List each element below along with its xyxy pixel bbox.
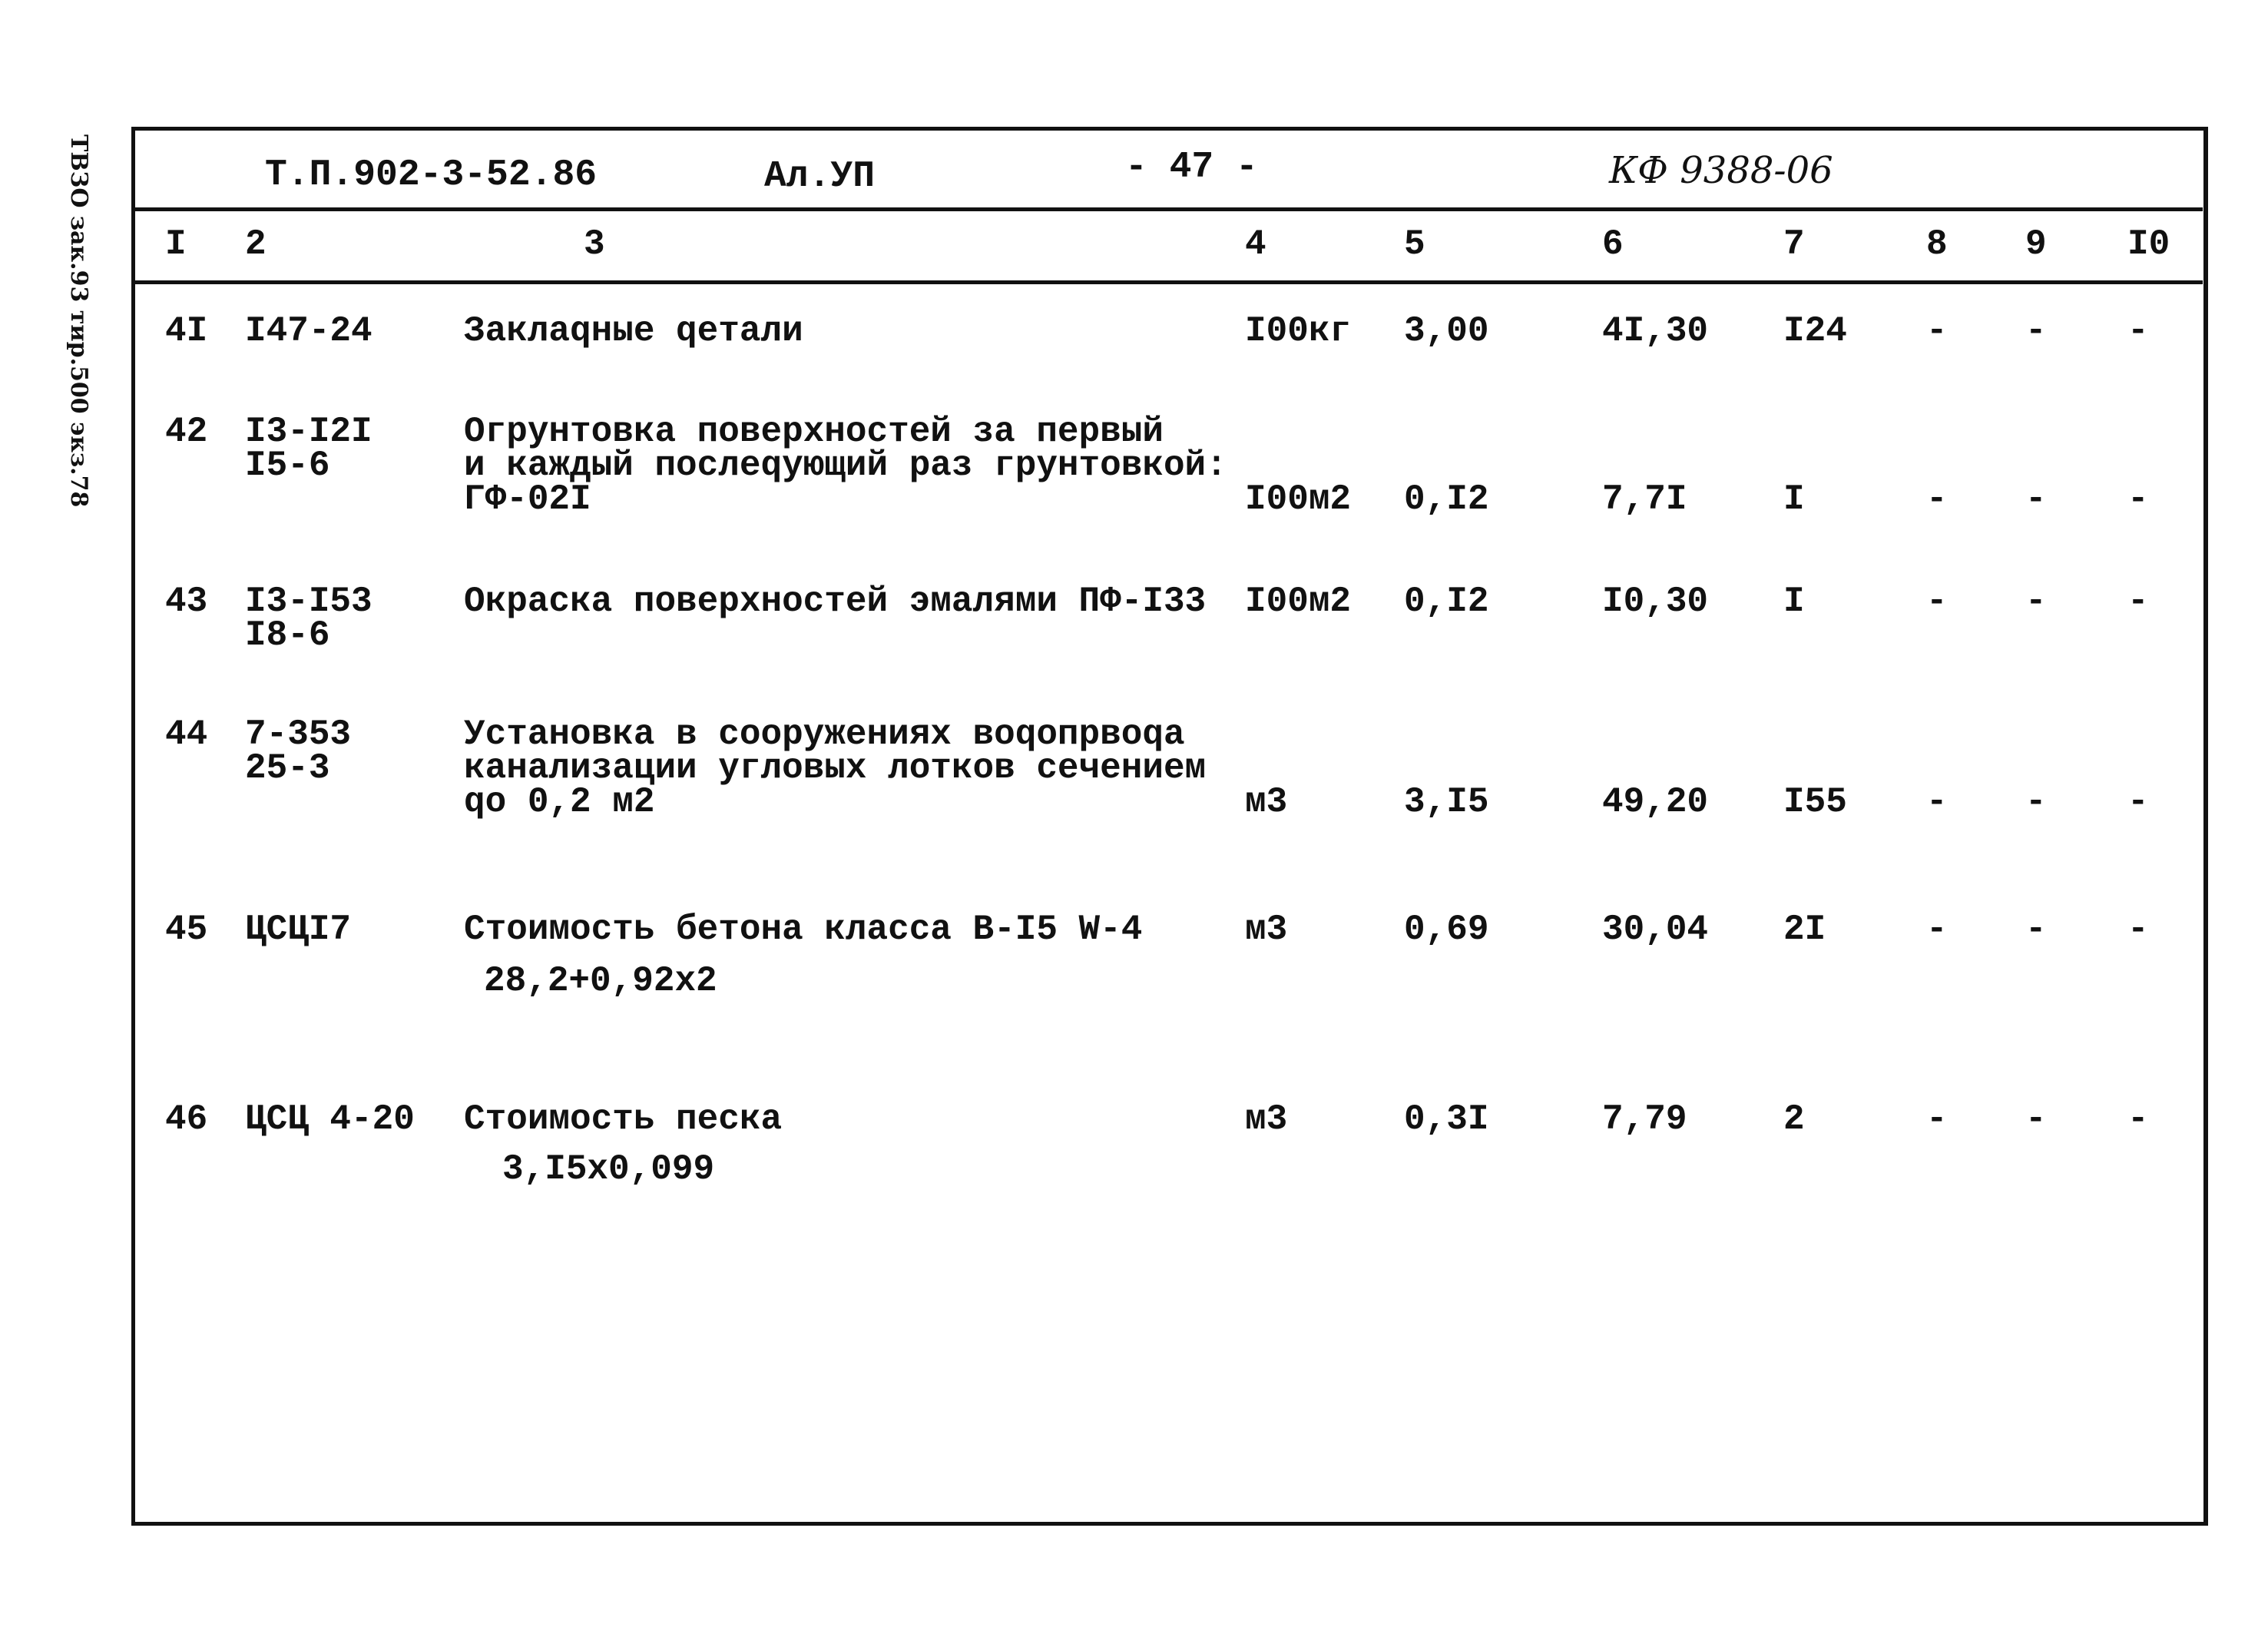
- form-code: КФ 9388-06: [1609, 149, 1833, 192]
- column-8-value: -: [1926, 311, 1948, 351]
- row-number: 46: [165, 1099, 208, 1139]
- column-9-value: -: [2025, 582, 2047, 621]
- calculation-note: 28,2+0,92х2: [484, 961, 717, 1001]
- column-10-value: -: [2127, 582, 2149, 621]
- column-number: 2: [245, 224, 267, 264]
- unit: м3: [1245, 910, 1288, 950]
- column-number: I: [165, 224, 187, 264]
- work-description: Стоимость песка: [464, 1099, 783, 1139]
- column-8-value: -: [1926, 910, 1948, 950]
- quantity: 3,I5: [1404, 782, 1489, 822]
- total-cost: I24: [1783, 311, 1847, 351]
- quantity: 0,3I: [1404, 1099, 1489, 1139]
- work-description: Установка в сооружениях воqопрвоqа: [464, 714, 1185, 754]
- rate-code: ЦСЦ 4-20: [245, 1099, 415, 1139]
- page-number: - 47 -: [1125, 147, 1258, 188]
- column-number: 4: [1245, 224, 1266, 264]
- column-number: I0: [2127, 224, 2170, 264]
- unit: I00м2: [1245, 582, 1352, 621]
- unit-price: 7,79: [1602, 1099, 1687, 1139]
- row-number: 43: [165, 582, 208, 621]
- work-description: Заклаqные qетали: [464, 311, 803, 351]
- quantity: 0,69: [1404, 910, 1489, 950]
- unit: I00кг: [1245, 311, 1352, 351]
- column-8-value: -: [1926, 1099, 1948, 1139]
- work-description: и каждый послеqующий раз грунтовкой:: [464, 446, 1227, 486]
- quantity: 3,00: [1404, 311, 1489, 351]
- column-number: 6: [1602, 224, 1624, 264]
- column-number: 5: [1404, 224, 1425, 264]
- unit-price: 7,7I: [1602, 479, 1687, 519]
- column-10-value: -: [2127, 479, 2149, 519]
- row-number: 45: [165, 910, 208, 950]
- rate-code: ЦСЦI7: [245, 910, 352, 950]
- calculation-note: 3,I5х0,099: [502, 1149, 715, 1189]
- rate-code: I3-I2I: [245, 412, 372, 452]
- column-10-value: -: [2127, 1099, 2149, 1139]
- rate-code: I3-I53: [245, 582, 372, 621]
- column-number: 7: [1783, 224, 1805, 264]
- row-number: 44: [165, 714, 208, 754]
- column-header-divider: [131, 280, 2203, 284]
- column-number: 9: [2025, 224, 2047, 264]
- total-cost: 2I: [1783, 910, 1826, 950]
- rate-code: I8-6: [245, 615, 330, 655]
- project-code: Т.П.902-3-52.86: [265, 154, 598, 196]
- quantity: 0,I2: [1404, 479, 1489, 519]
- quantity: 0,I2: [1404, 582, 1489, 621]
- column-8-value: -: [1926, 479, 1948, 519]
- work-description: ГФ-02I: [464, 479, 591, 519]
- column-10-value: -: [2127, 311, 2149, 351]
- rate-code: I5-6: [245, 446, 330, 486]
- column-10-value: -: [2127, 782, 2149, 822]
- work-description: Огрунтовка поверхностей за первый: [464, 412, 1164, 452]
- column-9-value: -: [2025, 479, 2047, 519]
- unit-price: 30,04: [1602, 910, 1709, 950]
- work-description: Стоимость бетона класса В-I5 W-4: [464, 910, 1143, 950]
- row-number: 4I: [165, 311, 208, 351]
- total-cost: 2: [1783, 1099, 1805, 1139]
- work-description: канализации угловых лотков сечением: [464, 748, 1207, 788]
- header-divider: [131, 207, 2203, 211]
- column-number: 3: [584, 224, 605, 264]
- table-frame: [131, 127, 2208, 1526]
- column-9-value: -: [2025, 1099, 2047, 1139]
- column-9-value: -: [2025, 782, 2047, 822]
- column-9-value: -: [2025, 910, 2047, 950]
- total-cost: I55: [1783, 782, 1847, 822]
- column-9-value: -: [2025, 311, 2047, 351]
- row-number: 42: [165, 412, 208, 452]
- column-number: 8: [1926, 224, 1948, 264]
- unit-price: 49,20: [1602, 782, 1709, 822]
- total-cost: I: [1783, 582, 1805, 621]
- rate-code: I47-24: [245, 311, 372, 351]
- rate-code: 7-353: [245, 714, 352, 754]
- unit: м3: [1245, 1099, 1288, 1139]
- unit: м3: [1245, 782, 1288, 822]
- total-cost: I: [1783, 479, 1805, 519]
- column-10-value: -: [2127, 910, 2149, 950]
- album-label: Ал.УП: [764, 156, 876, 197]
- unit-price: I0,30: [1602, 582, 1709, 621]
- work-description: Окраска поверхностей эмалями ПФ-I33: [464, 582, 1207, 621]
- work-description: qо 0,2 м2: [464, 782, 655, 822]
- margin-print-note: ТВЗО зак.93 тир.500 экз.78: [65, 134, 92, 508]
- unit-price: 4I,30: [1602, 311, 1709, 351]
- column-8-value: -: [1926, 782, 1948, 822]
- rate-code: 25-3: [245, 748, 330, 788]
- unit: I00м2: [1245, 479, 1352, 519]
- column-8-value: -: [1926, 582, 1948, 621]
